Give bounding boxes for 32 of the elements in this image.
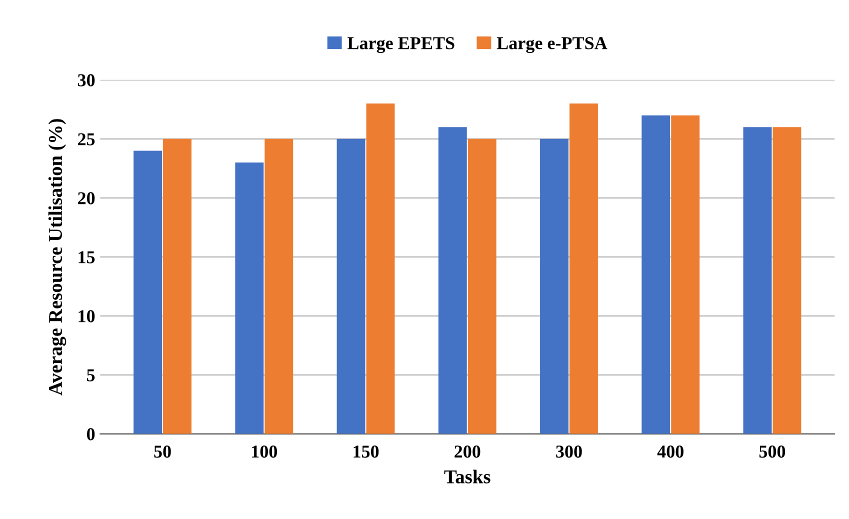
legend-label: Large e-PTSA: [496, 37, 608, 54]
bar: [336, 138, 366, 434]
bar: [235, 162, 264, 434]
y-tick-label: 10: [78, 310, 95, 322]
x-tick-label: 100: [252, 446, 277, 458]
bar: [134, 150, 162, 434]
bar: [743, 127, 772, 434]
x-tick-label: 500: [759, 446, 786, 458]
y-tick-label: 15: [78, 251, 95, 264]
y-tick-label: 30: [78, 74, 95, 86]
bar: [570, 104, 598, 434]
x-tick-label: 200: [454, 446, 480, 458]
bar: [642, 115, 670, 434]
bar: [264, 138, 294, 434]
y-axis-title: Average Resource Utilisation (%): [48, 119, 66, 396]
y-tick-label: 20: [78, 192, 95, 204]
bar: [438, 127, 467, 434]
bar: [671, 115, 700, 434]
bar: [468, 138, 496, 434]
bar: [772, 127, 802, 434]
y-tick-label: 0: [86, 428, 95, 440]
x-axis-title: Tasks: [444, 470, 490, 484]
legend-label: Large EPETS: [348, 37, 454, 54]
bar: [366, 104, 395, 434]
y-tick-label: 25: [78, 133, 95, 146]
x-tick-label: 400: [657, 446, 684, 458]
bar: [163, 138, 192, 434]
x-tick-label: 150: [354, 446, 379, 458]
y-tick-label: 5: [87, 369, 95, 382]
x-tick-label: 50: [154, 446, 171, 458]
bar: [540, 138, 568, 434]
x-tick-label: 300: [556, 446, 582, 458]
